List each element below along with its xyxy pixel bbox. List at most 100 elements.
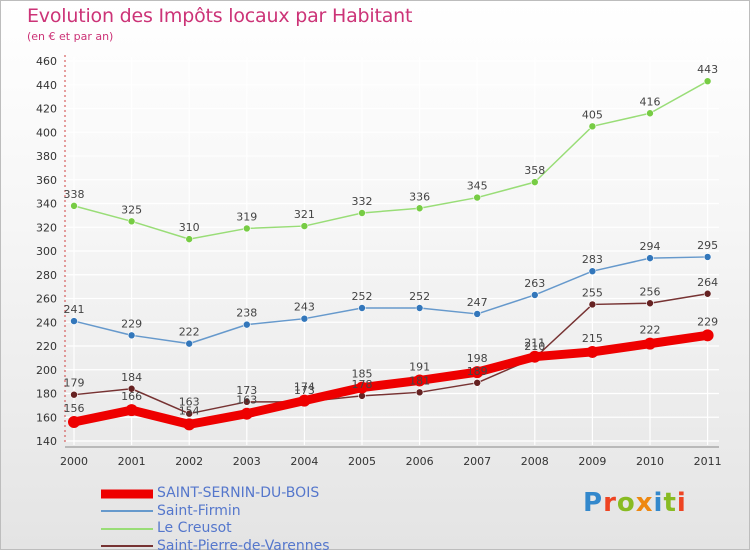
x-tick-label: 2004: [290, 455, 318, 468]
legend-label: SAINT-SERNIN-DU-BOIS: [157, 485, 319, 503]
data-point: [589, 268, 596, 275]
x-tick-label: 2005: [348, 455, 376, 468]
x-tick-label: 2006: [406, 455, 434, 468]
x-tick-label: 2010: [636, 455, 664, 468]
data-point: [586, 346, 598, 358]
data-point: [704, 78, 711, 85]
data-point: [128, 332, 135, 339]
data-label: 191: [409, 360, 430, 373]
data-label: 215: [582, 332, 603, 345]
data-label: 264: [697, 276, 718, 289]
data-label: 184: [121, 371, 142, 384]
y-tick-label: 260: [36, 293, 57, 306]
data-label: 198: [467, 352, 488, 365]
data-label: 294: [640, 240, 661, 253]
data-label: 181: [409, 374, 430, 387]
data-point: [474, 194, 481, 201]
data-point: [647, 255, 654, 262]
data-label: 178: [352, 378, 373, 391]
data-label: 222: [179, 326, 200, 339]
data-point: [128, 218, 135, 225]
legend-label: Saint-Pierre-de-Varennes: [157, 538, 330, 555]
legend-swatch: [101, 545, 153, 547]
y-tick-label: 460: [36, 55, 57, 68]
data-label: 283: [582, 253, 603, 266]
x-tick-label: 2009: [578, 455, 606, 468]
data-point: [243, 321, 250, 328]
data-label: 252: [409, 290, 430, 303]
logo-letter: o: [617, 488, 636, 518]
data-label: 338: [64, 188, 85, 201]
data-point: [647, 110, 654, 117]
data-point: [68, 416, 80, 428]
data-label: 210: [524, 340, 545, 353]
line-chart: 1401601802002202402602803003203403603804…: [1, 1, 750, 481]
x-tick-label: 2003: [233, 455, 261, 468]
data-point: [126, 404, 138, 416]
data-label: 241: [64, 303, 85, 316]
legend-swatch: [101, 489, 153, 498]
y-tick-label: 380: [36, 150, 57, 163]
logo-letter: r: [603, 488, 617, 518]
data-point: [647, 300, 654, 307]
x-tick-label: 2008: [521, 455, 549, 468]
data-point: [359, 210, 366, 217]
series-line: [74, 257, 708, 344]
y-tick-label: 140: [36, 435, 57, 448]
logo-letter: i: [654, 488, 664, 518]
data-label: 255: [582, 286, 603, 299]
logo-letter: x: [636, 488, 654, 518]
data-label: 416: [640, 95, 661, 108]
legend-label: Le Creusot: [157, 520, 232, 538]
legend-label: Saint-Firmin: [157, 503, 241, 521]
data-point: [531, 291, 538, 298]
data-label: 163: [179, 396, 200, 409]
proxiti-logo: Proxiti: [583, 488, 687, 518]
y-tick-label: 240: [36, 316, 57, 329]
data-label: 189: [467, 365, 488, 378]
data-point: [704, 290, 711, 297]
data-label: 252: [352, 290, 373, 303]
logo-letter: i: [677, 488, 687, 518]
data-point: [186, 340, 193, 347]
y-tick-label: 360: [36, 174, 57, 187]
data-label: 173: [294, 384, 315, 397]
data-label: 321: [294, 208, 315, 221]
data-label: 229: [121, 317, 142, 330]
y-tick-label: 320: [36, 221, 57, 234]
x-tick-label: 2007: [463, 455, 491, 468]
data-point: [359, 305, 366, 312]
y-tick-label: 220: [36, 340, 57, 353]
axes: 1401601802002202402602803003203403603804…: [36, 55, 722, 468]
data-label: 247: [467, 296, 488, 309]
data-label: 229: [697, 315, 718, 328]
logo-letter: t: [663, 488, 676, 518]
data-label: 295: [697, 239, 718, 252]
data-label: 336: [409, 190, 430, 203]
series-points: [68, 78, 714, 431]
data-label: 443: [697, 63, 718, 76]
data-point: [71, 318, 78, 325]
data-label: 222: [640, 324, 661, 337]
data-point: [186, 236, 193, 243]
x-tick-label: 2000: [60, 455, 88, 468]
data-label: 319: [236, 210, 257, 223]
data-point: [71, 202, 78, 209]
data-point: [183, 418, 195, 430]
x-tick-label: 2002: [175, 455, 203, 468]
data-point: [702, 329, 714, 341]
y-tick-label: 300: [36, 245, 57, 258]
data-label: 238: [236, 307, 257, 320]
y-tick-label: 180: [36, 388, 57, 401]
data-label: 405: [582, 108, 603, 121]
data-label: 173: [236, 384, 257, 397]
x-tick-label: 2011: [694, 455, 722, 468]
series-line: [74, 335, 708, 424]
data-point: [301, 223, 308, 230]
data-point: [474, 310, 481, 317]
data-label: 263: [524, 277, 545, 290]
data-label: 243: [294, 301, 315, 314]
data-point: [416, 205, 423, 212]
